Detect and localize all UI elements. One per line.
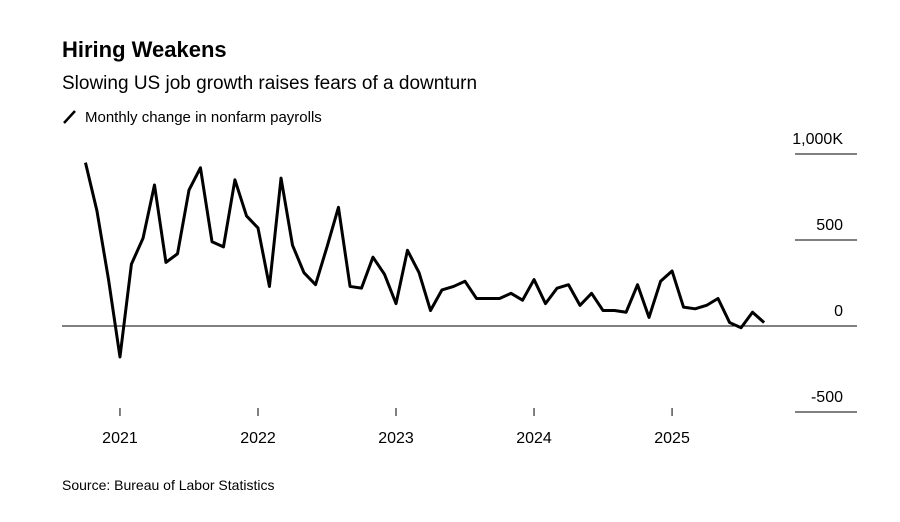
y-tick-label: 500 [816, 217, 843, 234]
chart-title: Hiring Weakens [62, 37, 227, 62]
data-line [84, 162, 766, 359]
y-tick-label: -500 [811, 389, 843, 406]
y-tick-label: 0 [834, 303, 843, 320]
x-tick-label: 2025 [654, 430, 690, 447]
legend-label: Monthly change in nonfarm payrolls [85, 109, 322, 126]
chart-subtitle: Slowing US job growth raises fears of a … [62, 73, 477, 94]
source: Source: Bureau of Labor Statistics [62, 477, 274, 493]
y-tick-label: 1,000K [792, 131, 843, 148]
legend-swatch [63, 110, 76, 124]
x-tick-label: 2022 [240, 430, 276, 447]
x-tick-label: 2021 [102, 430, 138, 447]
x-tick-label: 2024 [516, 430, 552, 447]
x-tick-label: 2023 [378, 430, 414, 447]
